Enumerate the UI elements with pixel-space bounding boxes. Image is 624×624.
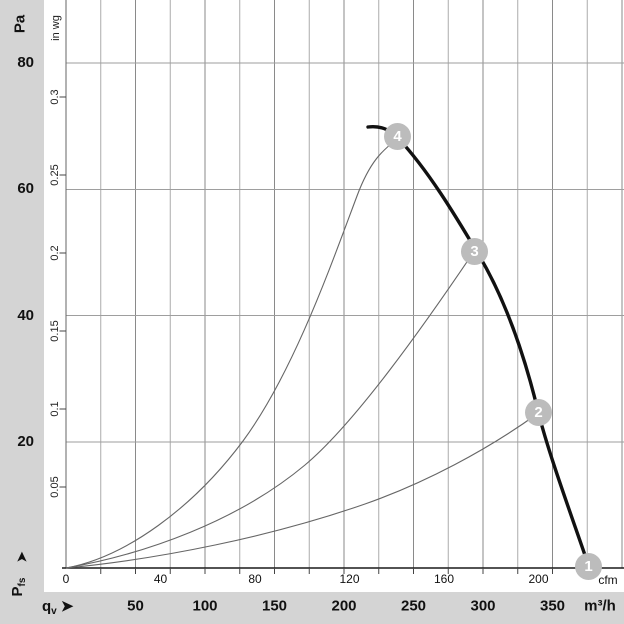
- operating-point-1: 1: [575, 553, 602, 580]
- inwg-tick-0.1: 0.1: [49, 401, 61, 417]
- pa-tick-60: 60: [17, 180, 34, 197]
- m3h-tick-50: 50: [127, 597, 144, 615]
- grid-vertical-minor: [100, 0, 588, 568]
- system-curve-to-point-3: [65, 252, 474, 569]
- pfs-axis-label: Pfs: [9, 577, 28, 597]
- m3h-tick-200: 200: [331, 597, 357, 615]
- qv-symbol: q: [42, 598, 52, 615]
- cfm-unit-label: cfm: [598, 573, 618, 587]
- m3h-tick-250: 250: [400, 597, 427, 615]
- system-curve-to-point-4: [65, 139, 397, 569]
- m3h-tick-100: 100: [192, 597, 218, 615]
- grid-vertical-major: [135, 0, 623, 568]
- cfm-tick-40: 40: [153, 572, 168, 586]
- qv-axis-label: qv ➤: [42, 597, 74, 617]
- m3h-tick-350: 350: [539, 597, 566, 615]
- right-arrow-icon: ➤: [60, 598, 74, 615]
- x-axis-ticks: [100, 568, 588, 574]
- m3h-unit-label: m³/h: [584, 597, 616, 615]
- cfm-tick-80: 80: [248, 572, 262, 586]
- pa-unit-label: Pa: [11, 14, 29, 34]
- pa-tick-80: 80: [17, 54, 34, 71]
- inwg-tick-0.2: 0.2: [49, 245, 61, 261]
- inwg-tick-0.3: 0.3: [49, 89, 61, 105]
- pfs-symbol: P: [9, 586, 26, 597]
- operating-point-3: 3: [461, 238, 488, 265]
- m3h-tick-150: 150: [261, 597, 288, 615]
- inwg-tick-0.25: 0.25: [49, 164, 61, 186]
- pfs-symbol-subscript: fs: [17, 577, 28, 587]
- cfm-tick-120: 120: [339, 572, 360, 586]
- cfm-tick-0: 0: [62, 572, 70, 586]
- pa-tick-40: 40: [17, 307, 34, 324]
- plot-panel: [44, 0, 624, 592]
- inwg-unit-label: in wg: [50, 15, 62, 41]
- inwg-tick-0.15: 0.15: [49, 320, 61, 342]
- cfm-tick-200: 200: [528, 572, 549, 586]
- up-arrow-icon: ➤: [14, 551, 29, 563]
- inwg-tick-0.05: 0.05: [49, 476, 61, 498]
- system-curves: [65, 139, 538, 569]
- grid-horizontal: [66, 62, 624, 443]
- qv-symbol-subscript: v: [51, 606, 57, 617]
- fan-curve: [366, 124, 590, 566]
- m3h-tick-300: 300: [470, 597, 496, 615]
- cfm-tick-160: 160: [433, 572, 455, 586]
- system-curve-to-point-2: [65, 413, 538, 569]
- inwg-axis-ticks: [59, 96, 66, 488]
- operating-point-4: 4: [384, 123, 411, 150]
- pa-tick-20: 20: [17, 433, 34, 450]
- operating-point-2: 2: [525, 399, 552, 426]
